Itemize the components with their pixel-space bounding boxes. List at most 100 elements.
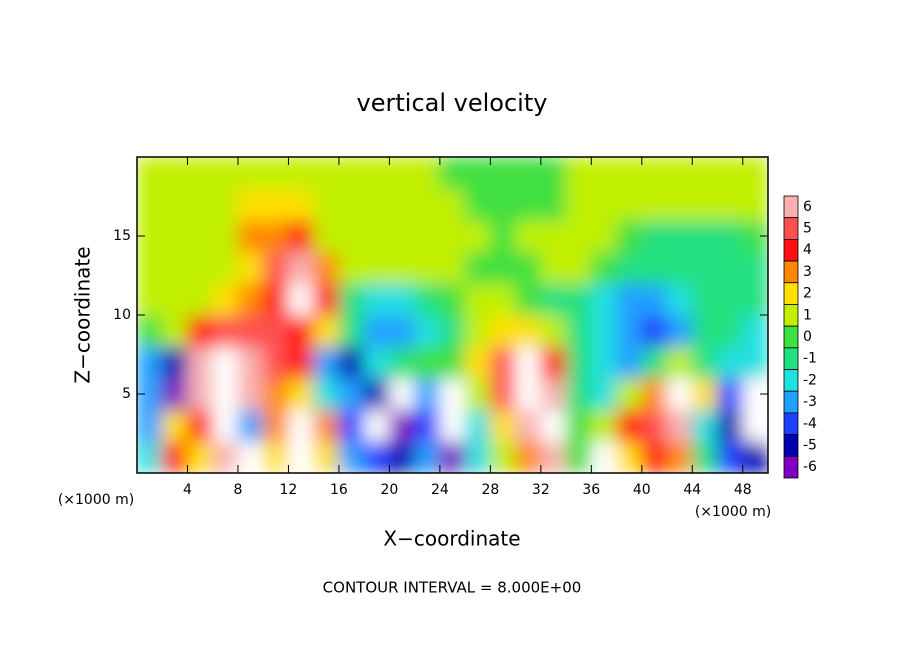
cell (237, 440, 264, 473)
colorbar-label: 3 (803, 264, 812, 280)
cell (313, 346, 340, 379)
x-tick-label: 12 (280, 482, 298, 498)
cell (212, 251, 239, 284)
cell (666, 440, 693, 473)
x-tick-label: 32 (532, 482, 550, 498)
colorbar-label: 6 (803, 199, 812, 215)
x-unit-right: (×1000 m) (695, 504, 771, 520)
cell (489, 346, 517, 379)
cell (489, 157, 517, 190)
cell (186, 377, 214, 411)
cell (186, 346, 214, 379)
colorbar-box (783, 325, 799, 349)
colorbar-label: -2 (803, 372, 817, 388)
cell (691, 409, 719, 442)
x-unit-left: (×1000 m) (58, 492, 134, 508)
cell (161, 251, 188, 284)
colorbar-box (783, 434, 799, 457)
cell (439, 314, 466, 348)
cell (161, 346, 188, 379)
colorbar-label: 0 (803, 329, 812, 345)
cell (212, 314, 239, 348)
cell (590, 346, 618, 379)
cell (489, 409, 517, 442)
cell (641, 219, 668, 253)
cell (338, 157, 365, 190)
cell (439, 188, 466, 221)
colorbar-box (783, 195, 799, 219)
cell (137, 157, 163, 190)
cell (616, 409, 643, 442)
cell (137, 440, 163, 473)
cell (666, 219, 693, 253)
colorbar-label: -3 (803, 394, 817, 410)
cell (137, 188, 163, 221)
cell (237, 282, 264, 316)
cell (590, 377, 618, 411)
cell (515, 440, 542, 473)
cell (161, 219, 188, 253)
colorbar-label: -5 (803, 437, 817, 453)
cell (616, 282, 643, 316)
cell (641, 346, 668, 379)
x-tick-label: 36 (582, 482, 600, 498)
cell (691, 157, 719, 190)
x-tick-label: 24 (431, 482, 449, 498)
cell (388, 440, 416, 473)
cell (212, 157, 239, 190)
cell (641, 314, 668, 348)
cell (565, 409, 592, 442)
cell (287, 219, 315, 253)
cell (464, 314, 491, 348)
cell (388, 251, 416, 284)
colorbar-box (783, 390, 799, 414)
cell (641, 377, 668, 411)
cell (262, 346, 289, 379)
cell (186, 409, 214, 442)
cell (515, 251, 542, 284)
cell (565, 440, 592, 473)
cell (388, 282, 416, 316)
field (137, 157, 768, 473)
cell (212, 282, 239, 316)
colorbar-label: 1 (803, 307, 812, 323)
cell (565, 157, 592, 190)
cell (691, 346, 719, 379)
cell (237, 219, 264, 253)
x-tick-label: 8 (233, 482, 242, 498)
colorbar-box (783, 260, 799, 284)
x-tick-label: 16 (330, 482, 348, 498)
cell (338, 282, 365, 316)
cell (717, 409, 744, 442)
cell (388, 188, 416, 221)
cell (338, 219, 365, 253)
cell (237, 314, 264, 348)
cell (565, 282, 592, 316)
cell (691, 219, 719, 253)
cell (414, 157, 441, 190)
cell (363, 219, 390, 253)
colorbar-label: 5 (803, 221, 812, 237)
cell (540, 346, 567, 379)
cell (388, 346, 416, 379)
cell (313, 409, 340, 442)
x-tick-label: 20 (380, 482, 398, 498)
cell (287, 251, 315, 284)
cell (464, 219, 491, 253)
colorbar-box (783, 282, 799, 305)
cell (717, 440, 744, 473)
cell (186, 440, 214, 473)
cell (717, 314, 744, 348)
cell (363, 314, 390, 348)
y-tick-label: 10 (113, 307, 131, 323)
cell (161, 314, 188, 348)
cell (464, 251, 491, 284)
chart-title: vertical velocity (357, 89, 548, 117)
cell (237, 251, 264, 284)
cell (287, 346, 315, 379)
cell (388, 377, 416, 411)
cell (464, 346, 491, 379)
cell (212, 440, 239, 473)
cell (137, 282, 163, 316)
cell (161, 282, 188, 316)
